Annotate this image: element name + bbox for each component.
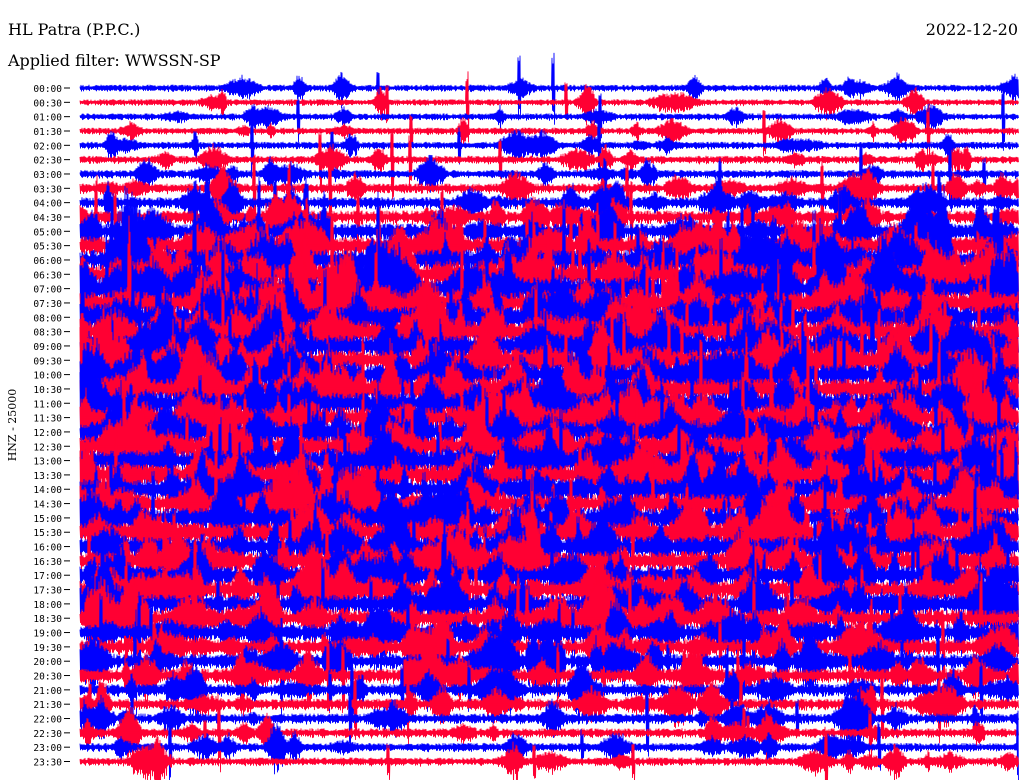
time-label: 07:30 — [33, 299, 62, 310]
time-label: 05:30 — [33, 242, 62, 253]
time-label: 10:30 — [33, 385, 62, 396]
time-label: 14:00 — [33, 485, 62, 496]
time-label: 03:00 — [33, 170, 62, 181]
date-label: 2022-12-20 — [925, 20, 1018, 39]
time-label: 15:00 — [33, 514, 62, 525]
time-label: 08:30 — [33, 328, 62, 339]
time-label: 09:00 — [33, 342, 62, 353]
station-title: HL Patra (P.P.C.) — [8, 20, 141, 39]
time-label: 18:00 — [33, 600, 62, 611]
time-label: 22:30 — [33, 729, 62, 740]
time-label: 04:00 — [33, 199, 62, 210]
time-label: 09:30 — [33, 356, 62, 367]
time-label: 11:00 — [33, 399, 62, 410]
time-label: 06:00 — [33, 256, 62, 267]
time-label: 03:30 — [33, 184, 62, 195]
time-label: 15:30 — [33, 528, 62, 539]
time-label: 12:00 — [33, 428, 62, 439]
time-label: 23:00 — [33, 743, 62, 754]
time-label: 05:00 — [33, 227, 62, 238]
time-label: 13:30 — [33, 471, 62, 482]
time-label: 01:00 — [33, 113, 62, 124]
time-label: 23:30 — [33, 758, 62, 769]
time-label: 08:00 — [33, 313, 62, 324]
time-label: 21:30 — [33, 700, 62, 711]
trace-line — [79, 726, 1019, 780]
time-label: 12:30 — [33, 442, 62, 453]
time-label: 17:00 — [33, 571, 62, 582]
time-label: 01:30 — [33, 127, 62, 138]
time-label: 06:30 — [33, 270, 62, 281]
time-label: 17:30 — [33, 586, 62, 597]
time-label: 07:00 — [33, 285, 62, 296]
time-label: 19:30 — [33, 643, 62, 654]
filter-label: Applied filter: WWSSN-SP — [8, 51, 221, 70]
time-label: 16:30 — [33, 557, 62, 568]
time-label: 11:30 — [33, 414, 62, 425]
time-label: 20:30 — [33, 672, 62, 683]
time-label: 04:30 — [33, 213, 62, 224]
trace-line — [79, 554, 1019, 679]
time-label: 02:30 — [33, 156, 62, 167]
time-label: 19:00 — [33, 629, 62, 640]
time-label: 18:30 — [33, 614, 62, 625]
time-label: 00:30 — [33, 98, 62, 109]
time-label: 20:00 — [33, 657, 62, 668]
time-label: 16:00 — [33, 543, 62, 554]
time-label: 02:00 — [33, 141, 62, 152]
y-axis-label: HNZ - 25000 — [6, 389, 19, 462]
time-label: 13:00 — [33, 457, 62, 468]
time-label: 22:00 — [33, 715, 62, 726]
time-label: 14:30 — [33, 500, 62, 511]
time-label: 10:00 — [33, 371, 62, 382]
time-label: 00:00 — [33, 84, 62, 95]
time-label: 21:00 — [33, 686, 62, 697]
